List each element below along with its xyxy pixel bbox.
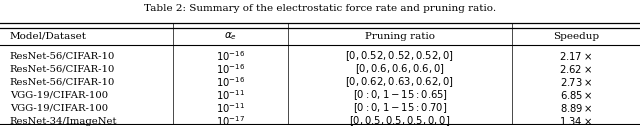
Text: ResNet-56/CIFAR-10: ResNet-56/CIFAR-10 [10,64,115,73]
Text: $1.34\times$: $1.34\times$ [559,115,593,127]
Text: Pruning ratio: Pruning ratio [365,32,435,41]
Text: ResNet-56/CIFAR-10: ResNet-56/CIFAR-10 [10,51,115,60]
Text: $2.17\times$: $2.17\times$ [559,50,593,62]
Text: $[0, 0.62, 0.63, 0.62, 0]$: $[0, 0.62, 0.63, 0.62, 0]$ [346,75,454,89]
Text: $2.73\times$: $2.73\times$ [560,76,592,88]
Text: $[0, 0.6, 0.6, 0.6, 0]$: $[0, 0.6, 0.6, 0.6, 0]$ [355,62,445,76]
Text: $[0:0, 1-15:0.65]$: $[0:0, 1-15:0.65]$ [353,88,447,102]
Text: $[0, 0.52, 0.52, 0.52, 0]$: $[0, 0.52, 0.52, 0.52, 0]$ [346,49,454,63]
Text: VGG-19/CIFAR-100: VGG-19/CIFAR-100 [10,104,108,113]
Text: $10^{-16}$: $10^{-16}$ [216,49,245,63]
Text: $10^{-16}$: $10^{-16}$ [216,62,245,76]
Text: $10^{-11}$: $10^{-11}$ [216,88,245,102]
Text: $2.62\times$: $2.62\times$ [559,63,593,75]
Text: $8.89\times$: $8.89\times$ [559,102,593,114]
Text: $[0:0, 1-15:0.70]$: $[0:0, 1-15:0.70]$ [353,101,447,115]
Text: VGG-19/CIFAR-100: VGG-19/CIFAR-100 [10,91,108,100]
Text: $[0, 0.5, 0.5, 0.5, 0, 0]$: $[0, 0.5, 0.5, 0.5, 0, 0]$ [349,114,451,128]
Text: $10^{-17}$: $10^{-17}$ [216,114,245,128]
Text: $10^{-16}$: $10^{-16}$ [216,75,245,89]
Text: $\alpha_e$: $\alpha_e$ [224,30,237,42]
Text: ResNet-56/CIFAR-10: ResNet-56/CIFAR-10 [10,77,115,86]
Text: $10^{-11}$: $10^{-11}$ [216,101,245,115]
Text: $6.85\times$: $6.85\times$ [559,89,593,101]
Text: ResNet-34/ImageNet: ResNet-34/ImageNet [10,117,117,126]
Text: Model/Dataset: Model/Dataset [10,32,86,41]
Text: Table 2: Summary of the electrostatic force rate and pruning ratio.: Table 2: Summary of the electrostatic fo… [144,4,496,13]
Text: Speedup: Speedup [553,32,599,41]
